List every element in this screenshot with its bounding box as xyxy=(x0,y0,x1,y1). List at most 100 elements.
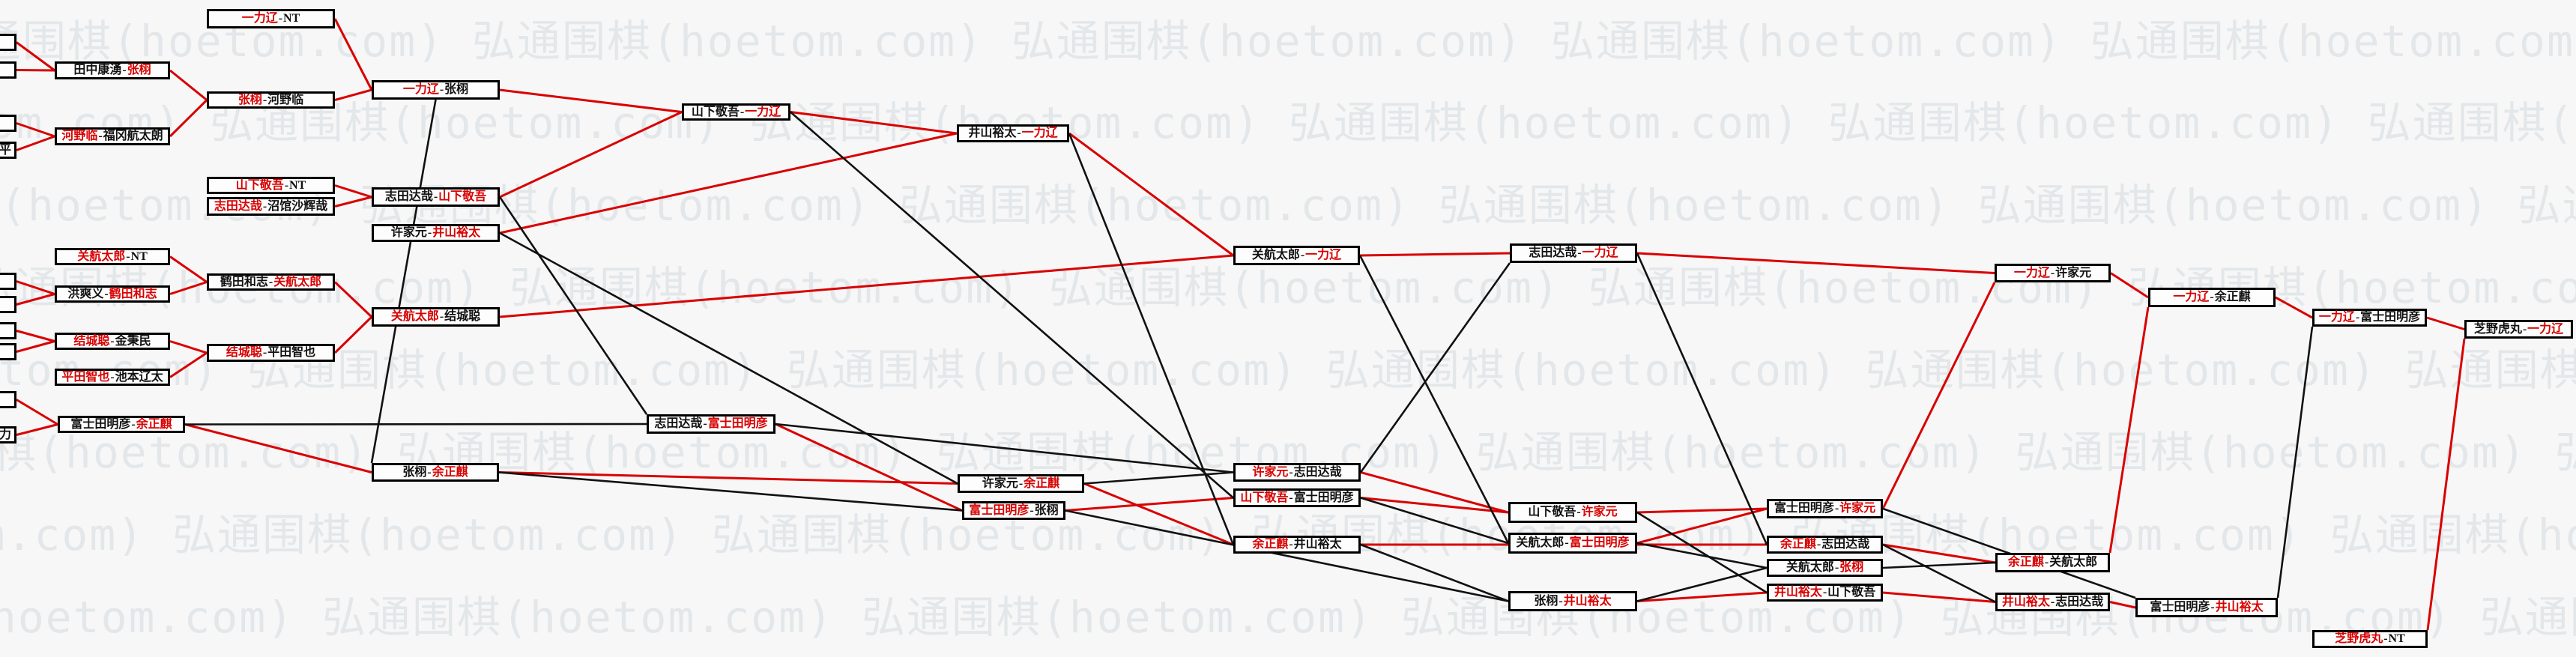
loser-path-I3-J2 xyxy=(1882,561,1996,569)
match-box-E3: 富士田明彦 - 张栩 xyxy=(962,501,1065,520)
winner-path-H4-I4 xyxy=(1636,591,1768,602)
winner-path-D1-E1 xyxy=(499,88,683,113)
player-name: 结城聪 xyxy=(226,346,262,359)
score-separator: - xyxy=(1030,503,1034,517)
player-name: 张栩 xyxy=(238,93,262,106)
player-name: 关航太郎 xyxy=(1251,249,1300,261)
player-name: 志田达哉 xyxy=(1821,538,1870,551)
player-name: 结城聪 xyxy=(73,334,110,348)
score-separator: - xyxy=(104,287,109,300)
score-separator: - xyxy=(131,417,136,431)
player-name: 关航太郎 xyxy=(273,275,322,288)
player-name: 关航太郎 xyxy=(1786,561,1834,574)
player-name: 许家元 xyxy=(1581,506,1618,518)
match-box-F1: 井山裕太 - 一力辽 xyxy=(957,124,1069,142)
player-name: NT xyxy=(130,249,148,263)
score-separator: - xyxy=(427,226,432,239)
player-name: 志田达哉 xyxy=(214,199,262,213)
player-name: 山下敬吾 xyxy=(235,178,284,192)
player-name: 余正麒 xyxy=(2007,556,2044,569)
match-box-H3: 关航太郎 - 富士田明彦 xyxy=(1508,533,1637,554)
loser-path-E1-F2 xyxy=(790,111,1234,499)
winner-path-D3-F1 xyxy=(499,132,958,234)
match-box-I1: 富士田明彦 - 许家元 xyxy=(1767,499,1883,518)
player-name: 余正麒 xyxy=(2214,291,2251,303)
player-name: 福冈航太朗 xyxy=(103,130,163,142)
player-name: 一力辽 xyxy=(745,105,781,118)
player-name: 张栩 xyxy=(444,83,469,96)
winner-path-D4-G1 xyxy=(499,254,1234,318)
winner-path-A7-B5 xyxy=(16,330,55,342)
match-box-H1: 志田达哉 - 一力辽 xyxy=(1510,243,1637,263)
score-separator: - xyxy=(2044,556,2049,569)
match-box-L2: 芝野虎丸 - NT xyxy=(2312,630,2428,648)
match-box-I2: 余正麒 - 志田达哉 xyxy=(1767,536,1883,554)
player-name: 洪爽义 xyxy=(67,287,104,300)
score-separator: - xyxy=(2050,595,2055,608)
player-name: NT xyxy=(283,12,300,25)
player-name: 沼馆沙辉哉 xyxy=(267,199,328,213)
match-box-D4: 关航太郎 - 结城聪 xyxy=(372,307,500,327)
player-name: 一力辽 xyxy=(2318,311,2355,324)
player-name: 关航太郎 xyxy=(77,249,126,263)
winner-path-L2-M xyxy=(2426,338,2466,631)
score-separator: - xyxy=(2210,291,2214,303)
loser-path-E0-F0 xyxy=(775,423,1234,473)
player-name: 关航太郎 xyxy=(1516,536,1564,549)
loser-path-E3-H4 xyxy=(1065,509,1509,602)
winner-path-H2-I1 xyxy=(1636,507,1768,514)
match-box-J1: 一力辽 - 许家元 xyxy=(1995,264,2111,282)
player-name: 一力辽 xyxy=(1021,127,1058,139)
match-box-B1: 田中康湧 - 张栩 xyxy=(55,61,170,79)
score-separator: - xyxy=(1834,502,1839,515)
player-name-fragment: 平 xyxy=(0,143,11,157)
player-name: 井山裕太 xyxy=(2215,601,2264,614)
player-name: 关航太郎 xyxy=(390,310,439,323)
loser-path-H4-I3 xyxy=(1636,566,1768,602)
match-box-K1: 一力辽 - 余正麒 xyxy=(2148,288,2276,307)
player-name: 余正麒 xyxy=(1252,538,1289,551)
loser-path-D1-D5 xyxy=(370,99,437,464)
score-separator: - xyxy=(1018,476,1024,490)
player-name: 富士田明彦 xyxy=(1293,491,1354,504)
score-separator: - xyxy=(1558,594,1563,608)
score-separator: - xyxy=(262,199,267,213)
score-separator: - xyxy=(1822,586,1827,599)
score-separator: - xyxy=(1834,561,1839,574)
score-separator: - xyxy=(2050,266,2055,279)
winner-path-I2-J2 xyxy=(1882,543,1996,564)
winner-path-C6-D4 xyxy=(333,315,373,354)
score-separator: - xyxy=(126,249,130,263)
match-box-E2: 许家元 - 余正麒 xyxy=(958,474,1084,493)
loser-path-F1-F3 xyxy=(1068,133,1235,545)
player-name: 山下敬吾 xyxy=(438,190,487,203)
match-box-E0: 志田达哉 - 富士田明彦 xyxy=(647,414,775,434)
match-box-B7: 富士田明彦 - 余正麒 xyxy=(58,416,185,433)
player-name: 井山裕太 xyxy=(432,226,481,239)
loser-path-B7-E0 xyxy=(184,423,647,426)
player-name: 河野临 xyxy=(61,130,98,142)
player-name: 许家元 xyxy=(2055,266,2092,279)
winner-path-B2-C2 xyxy=(169,99,208,138)
match-box-J3: 井山裕太 - 志田达哉 xyxy=(1995,593,2110,611)
player-name: 井山裕太 xyxy=(1563,594,1612,608)
player-name: 平田智也 xyxy=(267,346,316,359)
player-name: 许家元 xyxy=(1839,502,1876,515)
player-name: 许家元 xyxy=(982,476,1018,490)
player-name: 张栩 xyxy=(402,465,427,479)
match-box-clipped-A4: 平 xyxy=(0,142,16,159)
player-name: 富士田明彦 xyxy=(707,417,768,430)
player-name: 一力辽 xyxy=(402,83,439,96)
match-box-F2: 山下敬吾 - 富士田明彦 xyxy=(1233,488,1361,507)
loser-path-H3-I3 xyxy=(1636,542,1768,569)
winner-path-G1-H1 xyxy=(1359,252,1511,257)
winner-path-I1-J1 xyxy=(1881,282,1996,509)
player-name: 张栩 xyxy=(1034,503,1059,517)
player-name: 富士田明彦 xyxy=(2360,311,2421,324)
winner-path-E2-F3 xyxy=(1083,482,1234,546)
winner-path-B4-C5 xyxy=(169,281,208,295)
player-name: 富士田明彦 xyxy=(1569,536,1630,549)
player-name: 关航太郎 xyxy=(2049,556,2098,569)
match-box-clipped-A10: 力 xyxy=(0,426,16,443)
score-separator: - xyxy=(1577,246,1582,259)
